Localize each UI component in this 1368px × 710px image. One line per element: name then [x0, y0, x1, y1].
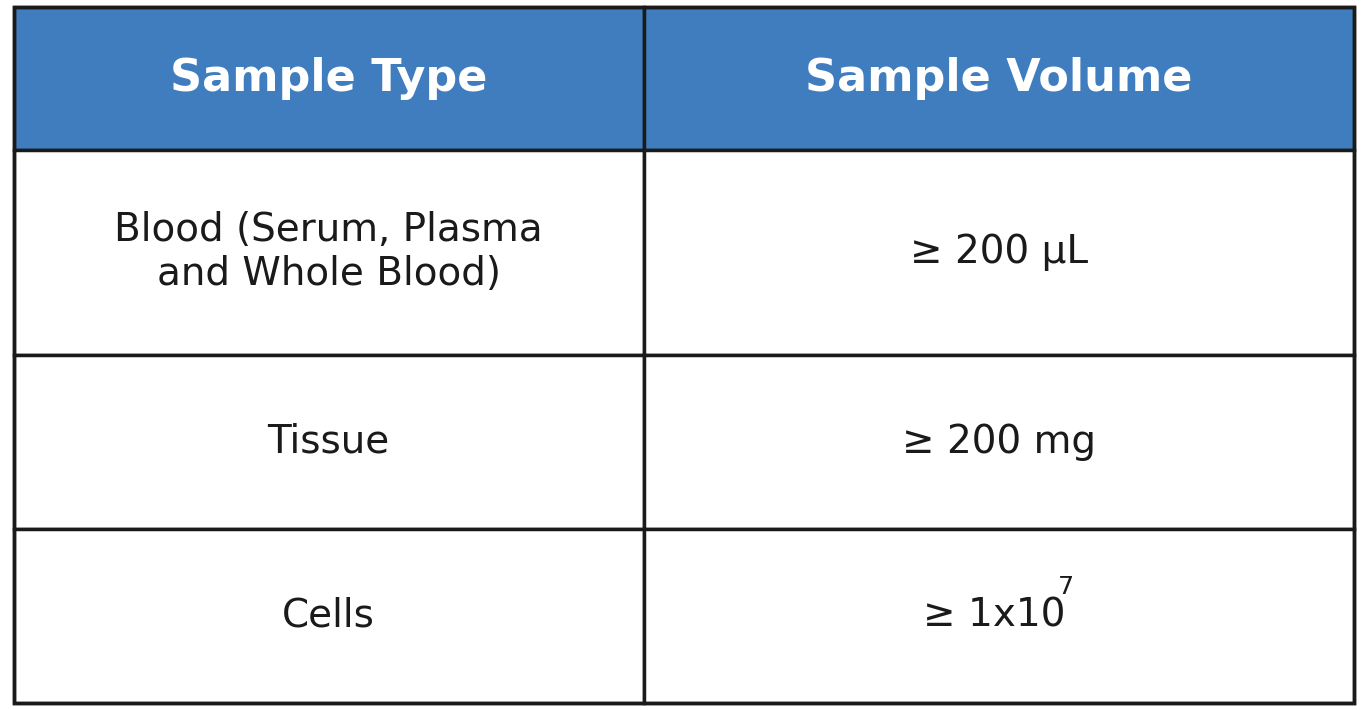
Text: ≥ 200 mg: ≥ 200 mg: [902, 423, 1096, 461]
Bar: [644, 529, 1354, 703]
Bar: [14, 529, 644, 703]
Bar: [644, 355, 1354, 529]
Bar: [644, 150, 1354, 355]
Text: 7: 7: [1057, 575, 1074, 599]
Text: Tissue: Tissue: [268, 423, 390, 461]
Bar: [14, 355, 644, 529]
Text: Cells: Cells: [282, 597, 375, 635]
Text: ≥ 200 μL: ≥ 200 μL: [910, 234, 1088, 271]
Text: Sample Type: Sample Type: [170, 57, 487, 100]
Text: ≥ 1x10: ≥ 1x10: [923, 597, 1066, 635]
Bar: [644, 7, 1354, 150]
Text: Blood (Serum, Plasma
and Whole Blood): Blood (Serum, Plasma and Whole Blood): [115, 212, 543, 293]
Bar: [14, 7, 644, 150]
Text: Sample Volume: Sample Volume: [806, 57, 1193, 100]
Bar: [14, 150, 644, 355]
